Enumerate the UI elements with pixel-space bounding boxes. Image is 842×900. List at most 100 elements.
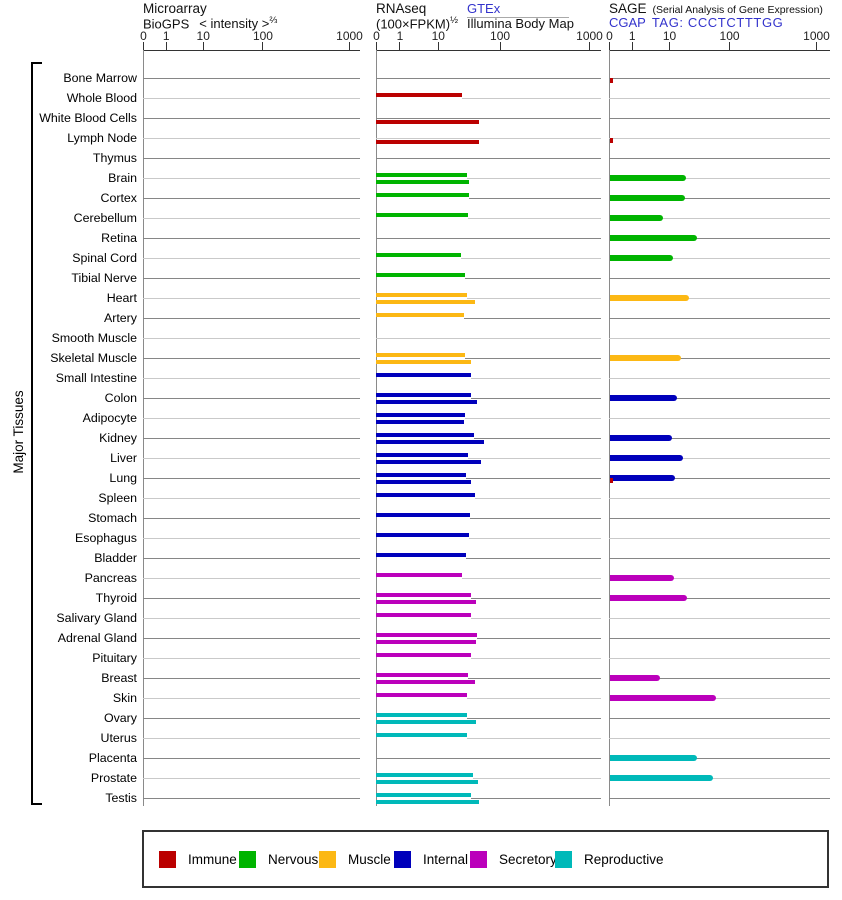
row-guide-line (609, 158, 830, 159)
rnaseq-gtex-bar (376, 273, 465, 277)
row-guide-line (465, 558, 601, 559)
row-guide-line (468, 218, 601, 219)
rnaseq-illumina-bar (376, 680, 476, 684)
sage-bar (610, 475, 675, 481)
rnaseq-axis-tick (437, 42, 439, 50)
row-guide-line (143, 758, 360, 759)
gtex-link[interactable]: GTEx (467, 1, 501, 16)
row-guide-line (376, 158, 601, 159)
tissue-label: Whole Blood (66, 91, 137, 105)
tissue-label: Brain (108, 171, 137, 185)
tissue-label: Uterus (100, 731, 138, 745)
rnaseq-scale-exponent: ½ (450, 15, 458, 26)
microarray-panel-subtitle: BioGPS < intensity >⅔ (143, 15, 277, 31)
sage-axis-tick-label: 10 (662, 29, 677, 43)
sage-tag-label: TAG: CCCTCTTTGG (651, 15, 784, 30)
rnaseq-gtex-bar (376, 493, 476, 497)
row-guide-line (609, 638, 830, 639)
row-guide-line (609, 538, 830, 539)
muscle-color-swatch (319, 851, 336, 868)
sage-bar (610, 395, 677, 401)
rnaseq-gtex-bar (376, 193, 470, 197)
rnaseq-gtex-bar (376, 373, 471, 377)
row-guide-line (609, 518, 830, 519)
row-guide-line (464, 278, 601, 279)
tissue-label: Smooth Muscle (51, 331, 137, 345)
rnaseq-gtex-bar (376, 213, 469, 217)
rnaseq-gtex-bar (376, 733, 467, 737)
rnaseq-gtex-bar (376, 473, 467, 477)
microarray-left-border (143, 50, 144, 806)
row-guide-line (143, 338, 360, 339)
legend-item-secretory: Secretory (470, 851, 557, 868)
sage-left-border (609, 50, 610, 806)
row-guide-line (673, 398, 830, 399)
rnaseq-axis-tick (499, 42, 501, 50)
tissue-label: Spleen (98, 491, 137, 505)
sage-axis-tick (609, 42, 610, 50)
rnaseq-illumina-bar (376, 180, 469, 184)
row-guide-line (376, 78, 601, 79)
tissue-label: Esophagus (74, 531, 137, 545)
sage-axis-tick-label: 1 (628, 29, 636, 43)
rnaseq-gtex-bar (376, 293, 467, 297)
row-guide-line (469, 538, 601, 539)
row-guide-line (660, 218, 830, 219)
rnaseq-gtex-bar (376, 793, 471, 797)
tissue-label: Colon (104, 391, 137, 405)
tissue-label: Stomach (88, 511, 137, 525)
row-guide-line (464, 418, 601, 419)
rnaseq-axis-tick-label: 100 (490, 29, 511, 43)
row-guide-line (143, 78, 360, 79)
sage-minimal-tick (610, 78, 613, 83)
row-guide-line (470, 378, 601, 379)
row-guide-line (460, 258, 601, 259)
tissue-label: Bone Marrow (63, 71, 137, 85)
rnaseq-gtex-bar (376, 773, 473, 777)
microarray-axis-tick-label: 1 (162, 29, 170, 43)
sage-axis-tick-label: 1000 (803, 29, 830, 43)
rnaseq-gtex-bar (376, 393, 471, 397)
row-guide-line (462, 98, 601, 99)
row-guide-line (143, 738, 360, 739)
rnaseq-scale: (100×FPKM)½ (376, 15, 458, 31)
biogps-source-label: BioGPS (143, 16, 190, 32)
rnaseq-axis-tick-label: 10 (431, 29, 445, 43)
rnaseq-illumina-bar (376, 420, 464, 424)
row-guide-line (609, 798, 830, 799)
row-guide-line (143, 538, 360, 539)
row-guide-line (609, 718, 830, 719)
rnaseq-illumina-bar (376, 140, 480, 144)
tissue-label: Heart (106, 291, 137, 305)
cgap-link[interactable]: CGAP (609, 15, 646, 30)
major-tissues-bracket (31, 62, 42, 805)
row-guide-line (469, 518, 601, 519)
rnaseq-axis-tick (376, 42, 377, 50)
tissue-label: Breast (101, 671, 137, 685)
tissue-label: Artery (103, 311, 137, 325)
sage-title-text: SAGE (609, 1, 647, 16)
row-guide-line (466, 478, 601, 479)
row-guide-line (143, 158, 360, 159)
row-guide-line (609, 138, 830, 139)
sage-axis-tick-label: 0 (606, 29, 613, 43)
microarray-axis-tick-label: 100 (252, 29, 273, 43)
legend-item-reproductive: Reproductive (555, 851, 664, 868)
rnaseq-gtex-bar (376, 573, 463, 577)
row-guide-line (143, 178, 360, 179)
rnaseq-gtex-bar (376, 633, 477, 637)
rnaseq-illumina-bar (376, 640, 476, 644)
row-guide-line (670, 258, 830, 259)
immune-color-swatch (159, 851, 176, 868)
row-guide-line (143, 438, 360, 439)
rnaseq-illumina-bar (376, 460, 481, 464)
row-guide-line (470, 798, 601, 799)
row-guide-line (678, 358, 830, 359)
legend-item-muscle: Muscle (319, 851, 391, 868)
row-guide-line (671, 478, 830, 479)
sage-bar (610, 435, 672, 441)
row-guide-line (680, 458, 830, 459)
legend-item-immune: Immune (159, 851, 237, 868)
row-guide-line (143, 518, 360, 519)
rnaseq-illumina-bar (376, 440, 484, 444)
